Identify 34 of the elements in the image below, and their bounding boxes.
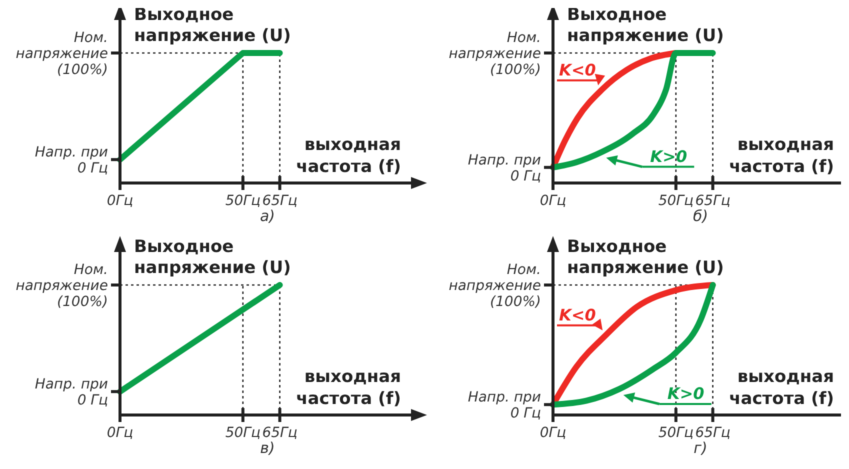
ref-line-label: Ном. напряжение (100%) bbox=[16, 30, 108, 78]
ref-line-label: Ном. напряжение (100%) bbox=[16, 262, 108, 310]
text: б) bbox=[692, 207, 708, 225]
x-tick-label: 0Гц bbox=[106, 193, 134, 209]
x-tick-label: 65Гц bbox=[262, 425, 298, 441]
series-label: K>0 bbox=[650, 146, 688, 166]
x-tick-label: 50Гц bbox=[225, 425, 260, 441]
text: Напр. при 0 Гц bbox=[468, 152, 541, 184]
text: в) bbox=[260, 439, 275, 457]
x-tick-label: 50Гц bbox=[658, 193, 694, 209]
y-axis-title: Выходное напряжение (U) bbox=[134, 237, 291, 278]
text: а) bbox=[260, 207, 276, 225]
legend-label: K<0 bbox=[559, 60, 596, 80]
x-tick-label: 50Гц bbox=[225, 193, 260, 209]
x-tick-label: 65Гц bbox=[695, 425, 730, 441]
ref-line-label: Ном. напряжение (100%) bbox=[448, 30, 541, 78]
x-axis-title: выходная частота (f) bbox=[296, 135, 401, 177]
text: Напр. при 0 Гц bbox=[34, 144, 108, 177]
x-tick-label: 50Гц bbox=[658, 425, 694, 441]
ref-line-label: Ном. напряжение (100%) bbox=[448, 262, 541, 310]
y-axis-title: Выходное напряжение (U) bbox=[567, 237, 724, 278]
x-tick-label: 65Гц bbox=[695, 193, 730, 209]
x-tick-label: 65Гц bbox=[262, 193, 298, 209]
text: г) bbox=[694, 439, 708, 457]
x-axis-title: выходная частота (f) bbox=[296, 367, 401, 409]
text: Напр. при 0 Гц bbox=[468, 390, 541, 422]
x-tick-label: 0Гц bbox=[540, 193, 566, 209]
legend-label: K<0 bbox=[559, 305, 596, 324]
text: Напр. при 0 Гц bbox=[34, 376, 108, 409]
series-label: K>0 bbox=[667, 384, 704, 403]
x-tick-label: 0Гц bbox=[106, 425, 134, 441]
x-tick-label: 0Гц bbox=[540, 425, 566, 441]
x-axis-title: выходная частота (f) bbox=[729, 367, 834, 409]
x-axis-title: выходная частота (f) bbox=[729, 135, 834, 177]
